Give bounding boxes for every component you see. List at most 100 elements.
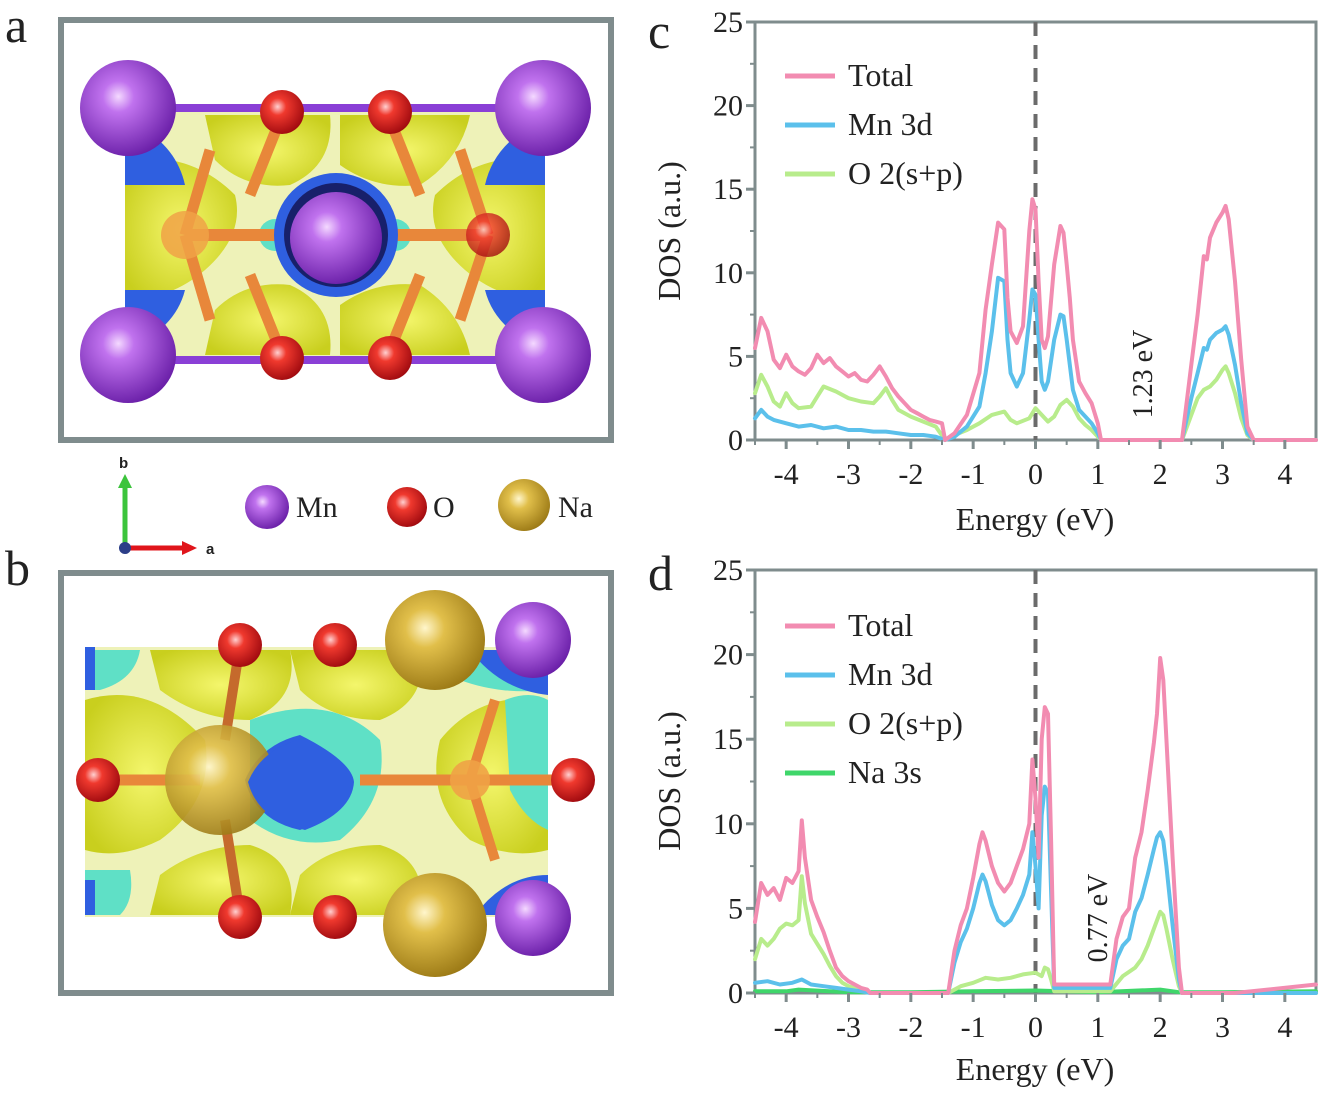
x-tick-label: 1 <box>1090 458 1105 491</box>
na-legend-swatch <box>498 479 550 531</box>
a-axis-arrowhead <box>182 541 197 555</box>
x-axis-title: Energy (eV) <box>956 501 1114 537</box>
isosurface-lobe <box>150 650 292 720</box>
legend-label: Mn 3d <box>848 106 932 142</box>
legend-label: Total <box>848 57 913 93</box>
x-tick-label: 3 <box>1215 458 1230 491</box>
oxygen-atom <box>260 90 304 134</box>
sodium-atom <box>383 873 487 977</box>
o-legend-swatch <box>387 487 427 527</box>
manganese-atom <box>80 60 176 156</box>
manganese-atom <box>495 880 571 956</box>
oxygen-atom <box>161 211 209 259</box>
legend: Total Mn 3d O 2(s+p) Na 3s <box>785 607 963 790</box>
isosurface-lobe <box>150 845 292 915</box>
y-tick-label: 5 <box>728 340 743 373</box>
c-axis-dot <box>119 542 131 554</box>
oxygen-atom <box>368 90 412 134</box>
panel-label-b: b <box>5 540 30 596</box>
oxygen-atom <box>260 336 304 380</box>
y-tick-label: 20 <box>713 90 743 123</box>
legend-label: O 2(s+p) <box>848 155 963 191</box>
isosurface-cyan <box>505 695 548 830</box>
series-line-o-2-s-p- <box>753 364 1318 442</box>
series-line-total <box>753 656 1318 995</box>
y-axis-title: DOS (a.u.) <box>651 711 687 851</box>
band-gap-annotation: 1.23 eV <box>1128 330 1159 419</box>
panel-label-d: d <box>648 545 673 601</box>
sodium-atom <box>385 590 485 690</box>
x-tick-label: -1 <box>961 1011 986 1044</box>
band-gap-annotation: 0.77 eV <box>1083 874 1114 963</box>
x-tick-label: 2 <box>1153 1011 1168 1044</box>
legend-label: O 2(s+p) <box>848 705 963 741</box>
o-legend-label: O <box>433 491 455 524</box>
b-axis-label: b <box>119 455 128 472</box>
x-tick-label: 2 <box>1153 458 1168 491</box>
y-tick-label: 5 <box>728 892 743 925</box>
panel-c: c -4 -3 -2 -1 0 1 2 3 4 0 5 10 15 20 25 Total Mn 3d O 2… <box>648 3 1318 537</box>
mn-legend-label: Mn <box>296 491 338 524</box>
manganese-atom <box>495 60 591 156</box>
axis-indicator: b a <box>118 455 215 558</box>
x-tick-label: 1 <box>1090 1011 1105 1044</box>
x-tick-label: 4 <box>1277 458 1292 491</box>
isosurface-blue <box>248 738 354 830</box>
x-tick-label: -4 <box>774 458 799 491</box>
oxygen-atom <box>450 760 490 800</box>
y-tick-label: 25 <box>713 554 743 587</box>
y-axis: 0 5 10 15 20 25 <box>713 554 755 1010</box>
oxygen-atom <box>368 336 412 380</box>
isosurface-lobe <box>290 650 422 720</box>
oxygen-atom <box>313 895 357 939</box>
x-tick-label: 0 <box>1028 1011 1043 1044</box>
sodium-atom <box>165 725 275 835</box>
atom-legend: Mn O Na <box>245 479 593 531</box>
panel-a: a <box>5 0 614 443</box>
legend: Total Mn 3d O 2(s+p) <box>785 57 963 191</box>
series-line-mn-3d <box>753 275 1318 442</box>
a-axis-label: a <box>206 541 215 558</box>
panel-label-c: c <box>648 3 670 59</box>
panel-d: d -4 -3 -2 -1 0 1 2 3 4 0 5 10 15 20 25 Total Mn 3d O 2… <box>648 545 1318 1087</box>
na-legend-label: Na <box>558 491 593 524</box>
y-tick-label: 20 <box>713 639 743 672</box>
y-axis: 0 5 10 15 20 25 <box>713 6 755 457</box>
y-tick-label: 0 <box>728 424 743 457</box>
y-tick-label: 15 <box>713 173 743 206</box>
y-tick-label: 15 <box>713 723 743 756</box>
oxygen-atom <box>76 758 120 802</box>
oxygen-atom <box>218 895 262 939</box>
series-line-o-2-s-p- <box>753 874 1318 995</box>
oxygen-atom <box>313 623 357 667</box>
oxygen-atom <box>218 623 262 667</box>
isosurface-blue <box>85 880 95 915</box>
mn-legend-swatch <box>245 485 289 529</box>
x-tick-label: 0 <box>1028 458 1043 491</box>
x-tick-label: -2 <box>898 458 923 491</box>
x-axis: -4 -3 -2 -1 0 1 2 3 4 <box>754 440 1292 491</box>
b-axis-arrowhead <box>118 474 132 488</box>
isosurface-cyan <box>85 650 140 690</box>
legend-label: Mn 3d <box>848 656 932 692</box>
manganese-atom <box>80 307 176 403</box>
series-line-mn-3d <box>753 784 1318 995</box>
oxygen-atom <box>551 758 595 802</box>
legend-label: Na 3s <box>848 754 922 790</box>
series-line-total <box>753 197 1318 442</box>
manganese-atom <box>495 307 591 403</box>
y-tick-label: 0 <box>728 977 743 1010</box>
isosurface-blue <box>85 647 95 690</box>
panel-b-structure <box>76 590 595 977</box>
x-tick-label: -2 <box>898 1011 923 1044</box>
x-axis: -4 -3 -2 -1 0 1 2 3 4 <box>754 993 1292 1044</box>
x-tick-label: 4 <box>1277 1011 1292 1044</box>
legend-label: Total <box>848 607 913 643</box>
y-tick-label: 10 <box>713 257 743 290</box>
y-tick-label: 25 <box>713 6 743 39</box>
x-tick-label: 3 <box>1215 1011 1230 1044</box>
manganese-atom <box>290 192 382 284</box>
oxygen-atom <box>466 213 510 257</box>
